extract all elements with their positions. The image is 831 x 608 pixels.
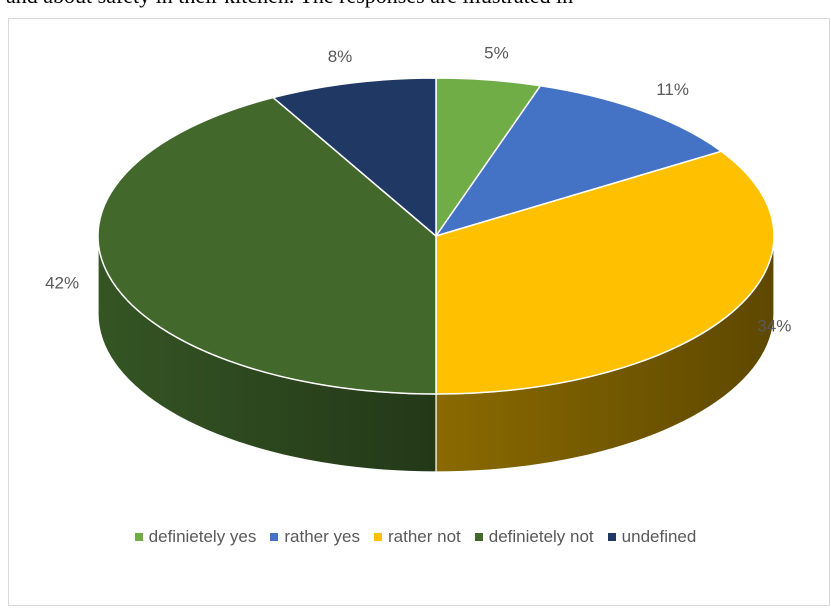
legend-item-undefined: undefined: [607, 527, 697, 547]
legend-swatch: [373, 533, 382, 541]
legend-label: undefined: [621, 527, 697, 546]
pie-slice-rather-yes: [435, 84, 723, 237]
legend: definietely yes rather yes rather not de…: [0, 527, 831, 547]
legend-swatch: [270, 533, 279, 541]
legend-item-rather-yes: rather yes: [270, 527, 360, 547]
legend-swatch: [134, 533, 143, 541]
cutoff-body-text: and about safety in their kitchen. The r…: [6, 0, 831, 9]
pie-slice-undefined: [272, 77, 437, 237]
data-label-rather-yes: 11%: [656, 80, 689, 99]
data-label-undefined: 8%: [328, 47, 353, 66]
pie-slice-definietely-not: [97, 96, 437, 395]
data-label-definietely-not: 42%: [45, 273, 79, 292]
legend-label: definietely not: [488, 527, 594, 546]
legend-swatch: [607, 533, 616, 541]
legend-label: rather yes: [284, 527, 360, 546]
legend-item-definietely-yes: definietely yes: [134, 527, 257, 547]
legend-label: definietely yes: [148, 527, 257, 546]
data-label-rather-not: 34%: [757, 317, 791, 336]
legend-label: rather not: [387, 527, 461, 546]
pie-slice-rather-not: [435, 150, 775, 395]
data-label-definietely-yes: 5%: [484, 43, 509, 62]
legend-item-rather-not: rather not: [373, 527, 461, 547]
legend-item-definietely-not: definietely not: [474, 527, 594, 547]
legend-swatch: [474, 533, 483, 541]
